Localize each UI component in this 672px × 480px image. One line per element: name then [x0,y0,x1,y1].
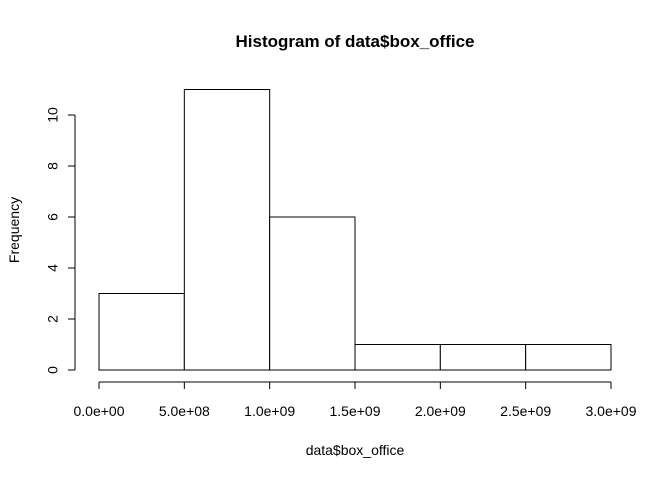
histogram-bar-5 [439,344,527,371]
x-tick-label: 3.0e+09 [586,403,637,419]
x-tick-label: 2.5e+09 [500,403,551,419]
histogram-bar-3 [269,216,356,371]
bars-group [98,89,612,371]
y-tick-label: 6 [45,213,61,221]
y-axis-label: Frequency [6,197,22,263]
y-tick-label: 0 [45,366,61,374]
x-tick-label: 1.0e+09 [244,403,295,419]
histogram-bar-1 [98,293,185,371]
y-axis: 0 2 4 6 8 10 [45,107,76,374]
y-tick-label: 8 [45,162,61,170]
histogram-bar-4 [354,344,441,371]
x-axis: 0.0e+00 5.0e+08 1.0e+09 1.5e+09 2.0e+09 2.5e+… [74,381,637,419]
x-axis-label: data$box_office [306,442,405,458]
y-tick-label: 4 [45,264,61,272]
chart-title: Histogram of data$box_office [236,32,475,51]
histogram-bar-6 [525,344,612,371]
x-tick-label: 1.5e+09 [330,403,381,419]
x-tick-label: 0.0e+00 [74,403,125,419]
y-tick-label: 10 [45,107,61,123]
histogram-bar-2 [183,89,271,371]
y-tick-label: 2 [45,315,61,323]
x-tick-label: 5.0e+08 [159,403,210,419]
x-tick-label: 2.0e+09 [415,403,466,419]
